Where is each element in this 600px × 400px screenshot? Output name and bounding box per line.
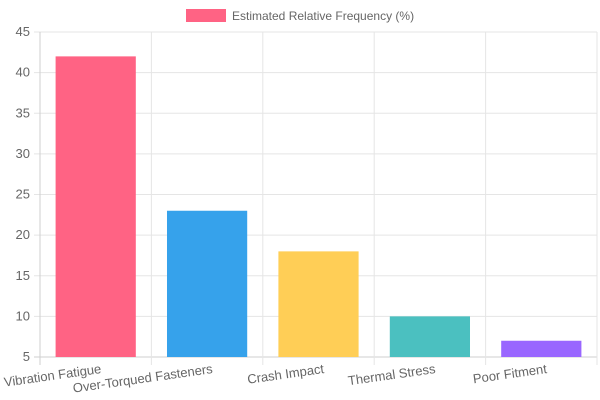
y-tick-label: 45	[16, 24, 30, 39]
y-tick-label: 35	[16, 105, 30, 120]
y-tick-label: 20	[16, 227, 30, 242]
y-tick-label: 5	[23, 349, 30, 364]
x-tick-label: Thermal Stress	[347, 361, 437, 388]
bar[interactable]	[501, 340, 582, 357]
y-tick-label: 15	[16, 268, 30, 283]
bars	[55, 56, 582, 357]
bar[interactable]	[166, 210, 248, 357]
y-tick-label: 40	[16, 65, 30, 80]
bar[interactable]	[278, 251, 359, 357]
bar[interactable]	[389, 316, 471, 357]
legend-label: Estimated Relative Frequency (%)	[232, 9, 414, 23]
y-axis-ticks: 5 10 15 20 25 30 35 40 45	[16, 24, 30, 364]
y-tick-label: 25	[16, 187, 30, 202]
bar[interactable]	[55, 56, 136, 357]
legend-swatch	[186, 9, 226, 22]
x-tick-label: Crash Impact	[246, 361, 325, 387]
y-tick-label: 10	[16, 308, 30, 323]
legend[interactable]: Estimated Relative Frequency (%)	[186, 9, 414, 23]
x-tick-label: Poor Fitment	[472, 361, 548, 386]
y-tick-label: 30	[16, 146, 30, 161]
